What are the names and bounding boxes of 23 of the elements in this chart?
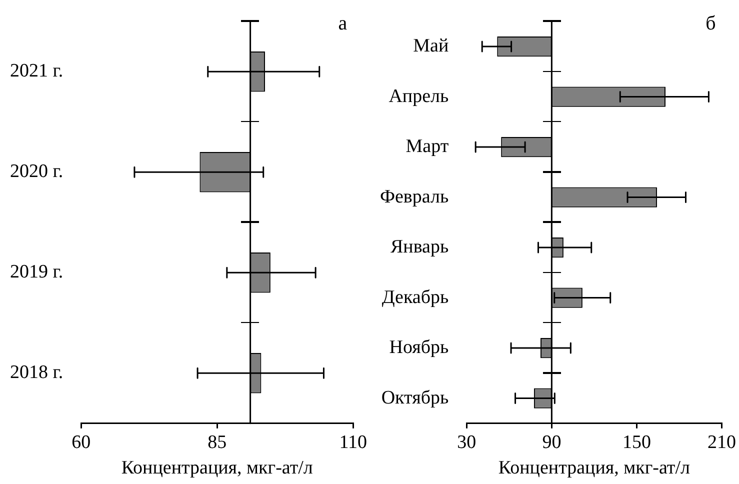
annotation: а	[338, 12, 348, 34]
x-tick-label: 210	[708, 432, 736, 453]
y-tick-label: 2021 г.	[10, 60, 64, 82]
y-tick-label: Декабрь	[382, 286, 449, 308]
y-tick-label: Январь	[390, 236, 449, 258]
y-tick-label: Февраль	[380, 186, 449, 208]
y-tick-label: Май	[413, 36, 449, 57]
y-tick-label: 2020 г.	[10, 161, 64, 182]
x-tick-label: 150	[622, 432, 651, 453]
y-tick-label: Ноябрь	[389, 337, 449, 358]
x-tick-label: 85	[208, 432, 227, 453]
x-axis-title: Концентрация, мкг-ат/л	[121, 458, 314, 479]
y-tick-label: Апрель	[388, 86, 449, 107]
y-tick-label: Октябрь	[381, 387, 449, 408]
x-tick-label: 110	[339, 432, 367, 453]
x-axis-title: Концентрация, мкг-ат/л	[498, 458, 691, 479]
annotation: б	[706, 12, 716, 34]
y-tick-label: 2018 г.	[10, 362, 64, 384]
y-tick-label: Март	[406, 136, 450, 158]
x-tick-label: 30	[457, 432, 476, 453]
y-tick-label: 2019 г.	[10, 262, 64, 283]
x-tick-label: 90	[542, 432, 562, 453]
x-tick-label: 60	[72, 432, 91, 453]
